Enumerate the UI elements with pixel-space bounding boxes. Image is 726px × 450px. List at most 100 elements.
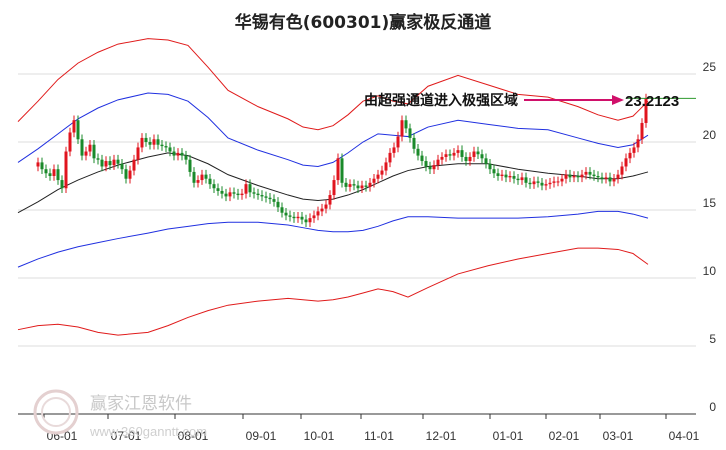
candle-body [60, 180, 64, 189]
candle-body [244, 184, 248, 194]
candle-body [624, 158, 628, 167]
candle-body [184, 155, 188, 160]
candle-body [520, 177, 524, 181]
candle-body [376, 174, 380, 179]
watermark-logo-inner-icon [41, 397, 71, 427]
candle-body [352, 184, 356, 186]
y-tick-label: 0 [709, 400, 716, 414]
watermark: 赢家江恩软件 www.360ganntt.com [33, 389, 207, 439]
x-tick-label: 09-01 [246, 429, 277, 443]
candle-body [68, 132, 72, 152]
y-tick-label: 15 [703, 196, 717, 210]
candle-body [336, 158, 340, 181]
chart-title: 华锡有色(600301)赢家极反通道 [235, 12, 492, 33]
candle-body [136, 147, 140, 160]
candle-body [440, 156, 444, 160]
candle-body [96, 158, 100, 160]
candle-body [580, 174, 584, 178]
candle-body [396, 136, 400, 148]
y-tick-label: 5 [709, 332, 716, 346]
candle-body [372, 178, 376, 183]
candles [36, 93, 648, 227]
candle-body [572, 176, 576, 178]
candle-body [544, 184, 548, 186]
candle-body [420, 155, 424, 162]
candle-body [564, 174, 568, 179]
candle-body [316, 211, 320, 216]
candle-body [164, 146, 168, 148]
candle-body [176, 152, 180, 156]
candle-body [100, 159, 104, 167]
candle-body [516, 178, 520, 181]
candle-body [408, 128, 412, 138]
x-tick-label: 10-01 [304, 429, 335, 443]
candle-body [480, 154, 484, 159]
candle-body [332, 180, 336, 196]
candle-body [288, 215, 292, 217]
candle-body [120, 163, 124, 170]
candle-body [604, 177, 608, 179]
candle-body [500, 174, 504, 176]
candle-body [200, 174, 204, 181]
candle-body [308, 218, 312, 223]
candle-body [64, 151, 68, 189]
annotation-price: 23.2123 [625, 93, 679, 110]
candle-body [192, 171, 196, 183]
candle-body [204, 174, 208, 179]
candle-body [172, 151, 176, 156]
candle-body [472, 151, 476, 157]
candle-body [116, 159, 120, 164]
candle-body [392, 147, 396, 153]
candle-body [344, 182, 348, 187]
candle-body [452, 152, 456, 156]
candle-body [496, 173, 500, 176]
candle-body [556, 181, 560, 183]
candle-body [148, 142, 152, 145]
candle-body [88, 144, 92, 152]
candle-body [620, 166, 624, 175]
candle-body [260, 195, 264, 197]
candle-body [416, 148, 420, 156]
candle-body [456, 150, 460, 153]
candle-body [348, 184, 352, 187]
candle-body [252, 192, 256, 194]
candle-body [460, 150, 464, 157]
candle-body [236, 193, 240, 196]
candle-body [36, 162, 40, 167]
candle-body [644, 98, 648, 123]
candle-body [380, 170, 384, 175]
candle-body [304, 219, 308, 223]
candle-body [444, 154, 448, 157]
candle-body [48, 173, 52, 176]
candle-body [104, 161, 108, 167]
candle-body [80, 139, 84, 156]
candle-body [124, 169, 128, 179]
candle-body [268, 197, 272, 200]
candle-body [524, 177, 528, 183]
candle-body [196, 180, 200, 183]
candle-body [40, 162, 44, 170]
candle-body [508, 176, 512, 178]
candle-body [532, 181, 536, 185]
candle-body [468, 156, 472, 162]
x-tick-label: 12-01 [426, 429, 457, 443]
candle-body [548, 182, 552, 185]
candle-body [208, 178, 212, 185]
lower-outer-band [17, 247, 649, 336]
candle-body [112, 159, 116, 166]
candle-body [272, 199, 276, 202]
candle-body [312, 215, 316, 219]
candle-body [156, 139, 160, 145]
candle-body [596, 176, 600, 178]
upper-inner-band [17, 92, 649, 167]
candle-body [600, 177, 604, 179]
candle-body [592, 174, 596, 176]
candle-body [424, 161, 428, 167]
candle-body [220, 190, 224, 194]
annotation-label: 由超强通道进入极强区域 [364, 92, 518, 109]
candle-body [292, 216, 296, 219]
candle-body [216, 188, 220, 191]
candle-body [528, 182, 532, 185]
